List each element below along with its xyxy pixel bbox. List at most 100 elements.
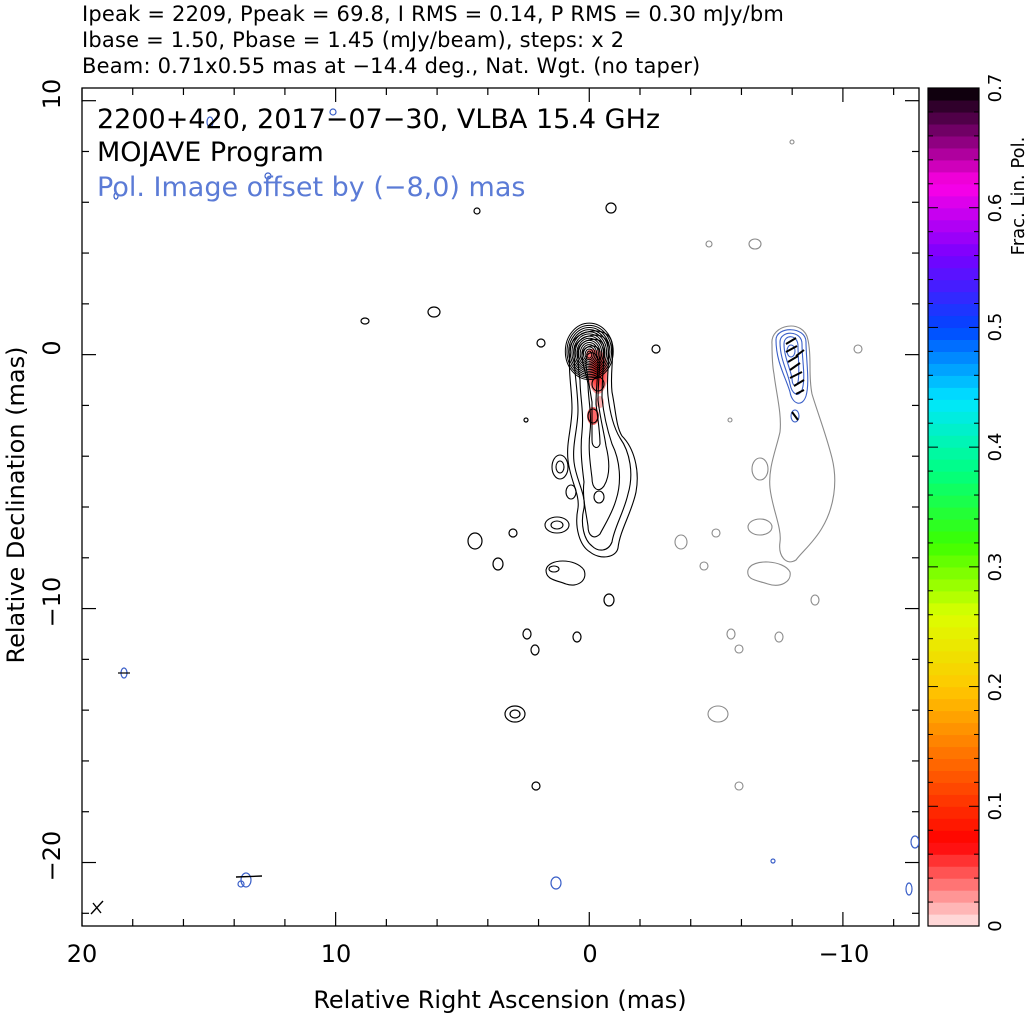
stokes-i-core-contours — [564, 322, 614, 381]
colorbar-tick-0.7: 0.7 — [985, 74, 1006, 103]
pol-noise-contour — [113, 192, 119, 200]
pol-noise-contour — [329, 108, 337, 116]
pol-noise-contour — [240, 872, 252, 888]
jet-knot-contour — [550, 520, 564, 530]
noise-contour — [523, 417, 529, 423]
pol-i-noise-contour — [711, 528, 721, 538]
noise-contour — [651, 344, 661, 354]
colorbar-tick-0: 0 — [985, 920, 1006, 931]
core-contour — [568, 326, 611, 377]
jet-knot-contour — [544, 516, 570, 534]
y-tick-label-0: 0 — [38, 340, 66, 355]
colorbar-step — [928, 387, 979, 400]
colorbar-step — [928, 650, 979, 664]
colorbar-step — [928, 746, 979, 759]
core-contour — [586, 350, 593, 359]
colorbar-step — [928, 890, 979, 903]
stokes-i-noise-contours — [360, 202, 661, 791]
colorbar-step — [928, 818, 979, 831]
colorbar-step — [928, 770, 979, 783]
colorbar-step — [928, 495, 979, 508]
colorbar-step — [928, 794, 979, 807]
pol-noise-contour — [206, 116, 214, 128]
pol-i-noise-contour — [727, 417, 733, 423]
noise-contour — [467, 532, 483, 550]
colorbar-step — [928, 291, 979, 305]
evpa-stick — [787, 355, 799, 363]
beam-marker — [90, 900, 104, 915]
evpa-stick — [785, 345, 798, 353]
colorbar-tick-0.2: 0.2 — [985, 673, 1006, 702]
colorbar-step — [928, 195, 979, 209]
colorbar-step — [928, 507, 979, 520]
evpa-stick — [789, 371, 803, 379]
pol-i-noise-contour — [726, 628, 736, 640]
pol-i-noise-contour — [748, 238, 762, 250]
colorbar-step — [928, 219, 979, 233]
chart-title: 2200+420, 2017−07−30, VLBA 15.4 GHz — [97, 104, 660, 135]
colorbar-step — [928, 243, 979, 257]
evpa-stick — [789, 362, 801, 371]
colorbar-step — [928, 806, 979, 819]
x-tick-label-minus10: −10 — [819, 940, 870, 968]
evpa-stick — [795, 389, 805, 395]
colorbar-step — [928, 662, 979, 676]
colorbar-step — [928, 902, 979, 915]
colorbar-step — [928, 411, 979, 424]
colorbar-label: Frac. Lin. Pol. — [1008, 137, 1027, 256]
noise-contour — [492, 557, 504, 571]
noise-contour — [605, 202, 617, 214]
colorbar-step — [928, 423, 979, 436]
pol-i-contour — [769, 325, 836, 563]
colorbar-tick-0.5: 0.5 — [985, 313, 1006, 342]
colorbar-step — [928, 518, 979, 532]
colorbar-step — [928, 171, 979, 185]
colorbar-step — [928, 339, 979, 352]
core-contour — [576, 337, 603, 369]
evpa-stick — [785, 337, 797, 345]
colorbar-step — [928, 710, 979, 724]
noise-contour — [572, 631, 582, 643]
core-contour — [579, 342, 599, 366]
colorbar-step — [928, 614, 979, 628]
colorbar-step — [928, 303, 979, 317]
pol-i-noise-contour — [699, 561, 709, 571]
jet-knot-contour — [587, 408, 599, 424]
colorbar-step — [928, 159, 979, 173]
jet-knot-contour — [545, 560, 586, 586]
jet-contour — [573, 334, 632, 551]
pol-noise-contour — [910, 835, 919, 849]
colorbar-step — [928, 207, 979, 221]
colorbar-step — [928, 914, 979, 927]
x-tick-label-10: 10 — [321, 940, 352, 968]
pol-image-i-contours — [674, 139, 863, 791]
colorbar-step — [928, 447, 979, 460]
colorbar-step — [928, 554, 979, 568]
colorbar-step — [928, 88, 979, 101]
colorbar-step — [928, 267, 979, 281]
jet-contour — [585, 352, 601, 449]
colorbar-step — [928, 255, 979, 269]
colorbar-step — [928, 674, 979, 688]
noise-contour — [509, 709, 521, 719]
colorbar-step — [928, 147, 979, 161]
header-line-1: Ipeak = 2209, Ppeak = 69.8, I RMS = 0.14… — [82, 2, 785, 26]
x-tick-label-20: 20 — [67, 940, 98, 968]
chart-subtitle: MOJAVE Program — [97, 137, 324, 168]
colorbar-step — [928, 135, 979, 149]
header-line-2: Ibase = 1.50, Pbase = 1.45 (mJy/beam), s… — [82, 28, 625, 52]
evpa-stick — [793, 379, 805, 387]
colorbar-step — [928, 471, 979, 484]
jet-contour — [577, 338, 621, 538]
colorbar-step — [928, 602, 979, 616]
evpa-stick — [791, 411, 799, 421]
colorbar-step — [928, 782, 979, 795]
pol-noise-contour — [264, 172, 272, 180]
colorbar-step — [928, 578, 979, 592]
colorbar-step — [928, 231, 979, 245]
colorbar-step — [928, 279, 979, 293]
pol-noise-contour — [905, 882, 913, 896]
evpa-stick — [235, 875, 263, 878]
pol-i-noise-contour — [734, 781, 744, 791]
